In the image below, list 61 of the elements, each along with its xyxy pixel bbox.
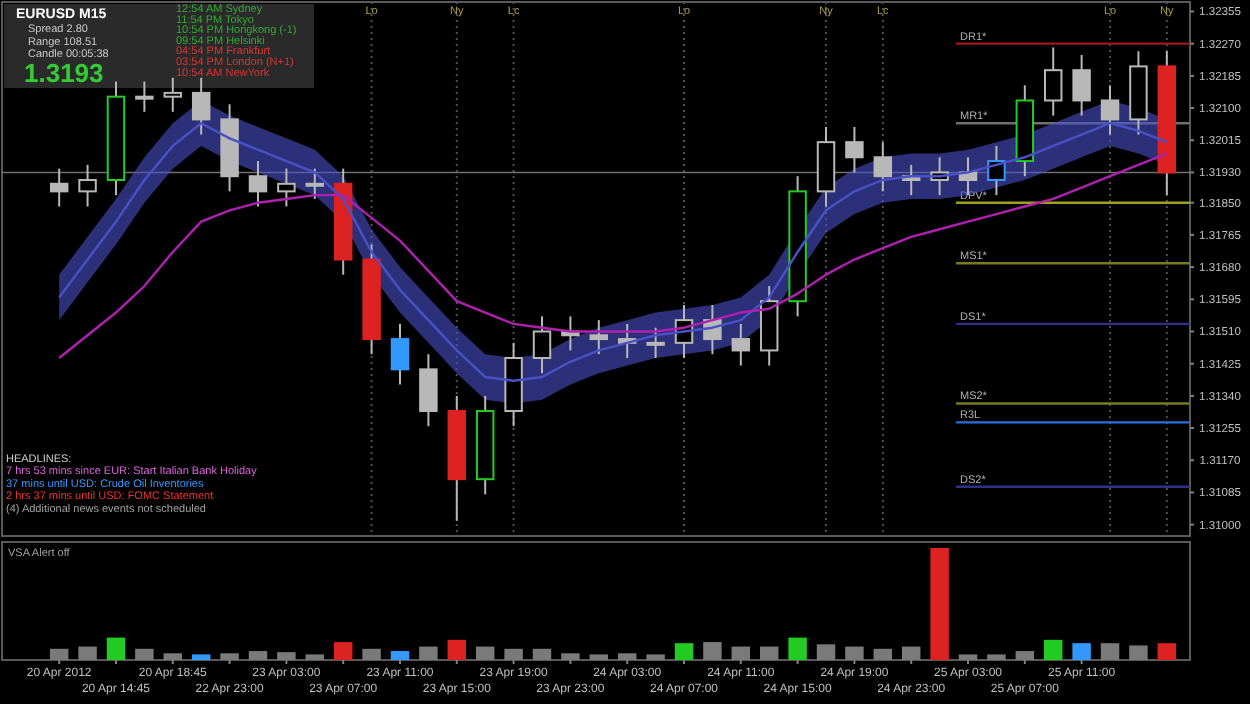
bar <box>958 654 978 660</box>
bar <box>674 643 694 660</box>
candlestick <box>49 167 69 208</box>
bar <box>277 652 296 660</box>
bar <box>191 654 211 660</box>
bar <box>1072 643 1091 660</box>
bar <box>561 653 580 660</box>
bar <box>504 648 523 660</box>
annotation: 1.3193 <box>24 58 104 88</box>
bar <box>78 646 97 660</box>
bar <box>1157 643 1177 660</box>
bar <box>1043 639 1063 660</box>
candlestick <box>419 353 438 428</box>
bar <box>532 648 552 660</box>
bar <box>901 646 921 660</box>
candlestick <box>1015 84 1035 178</box>
bar <box>447 639 467 660</box>
bar <box>930 548 949 660</box>
bar <box>135 648 154 660</box>
bar <box>987 654 1006 660</box>
bar <box>419 646 438 660</box>
bar <box>248 651 268 660</box>
bar <box>163 653 183 660</box>
candlestick <box>78 163 97 208</box>
candlestick <box>1072 54 1091 117</box>
line-series <box>57 152 1169 360</box>
bar <box>1129 645 1148 660</box>
candlestick <box>163 76 183 113</box>
bar <box>333 642 353 660</box>
candlestick <box>106 80 126 197</box>
candlestick <box>447 394 467 522</box>
bar <box>873 648 893 660</box>
bar <box>475 646 495 660</box>
bar <box>1100 643 1120 660</box>
bar <box>305 654 325 660</box>
bar <box>703 642 722 660</box>
bar <box>845 646 864 660</box>
bar <box>1015 651 1035 660</box>
bar <box>589 654 609 660</box>
bar <box>106 637 126 660</box>
candlestick <box>220 103 239 193</box>
candlestick <box>504 341 523 428</box>
candlestick <box>475 394 495 496</box>
bar <box>788 637 807 660</box>
bar <box>759 646 779 660</box>
bar <box>816 644 836 660</box>
bar <box>617 653 637 660</box>
candlestick <box>845 125 864 174</box>
candlestick <box>390 322 410 386</box>
candlestick <box>1157 50 1177 197</box>
bar <box>220 653 239 660</box>
bar <box>362 648 381 660</box>
bar <box>731 646 751 660</box>
candlestick <box>333 167 353 276</box>
candlestick <box>1043 46 1063 117</box>
candlestick <box>788 175 807 318</box>
bar <box>646 654 665 660</box>
bar <box>390 651 410 660</box>
candlestick <box>731 322 751 367</box>
candlestick <box>816 125 836 208</box>
bar <box>49 648 69 660</box>
